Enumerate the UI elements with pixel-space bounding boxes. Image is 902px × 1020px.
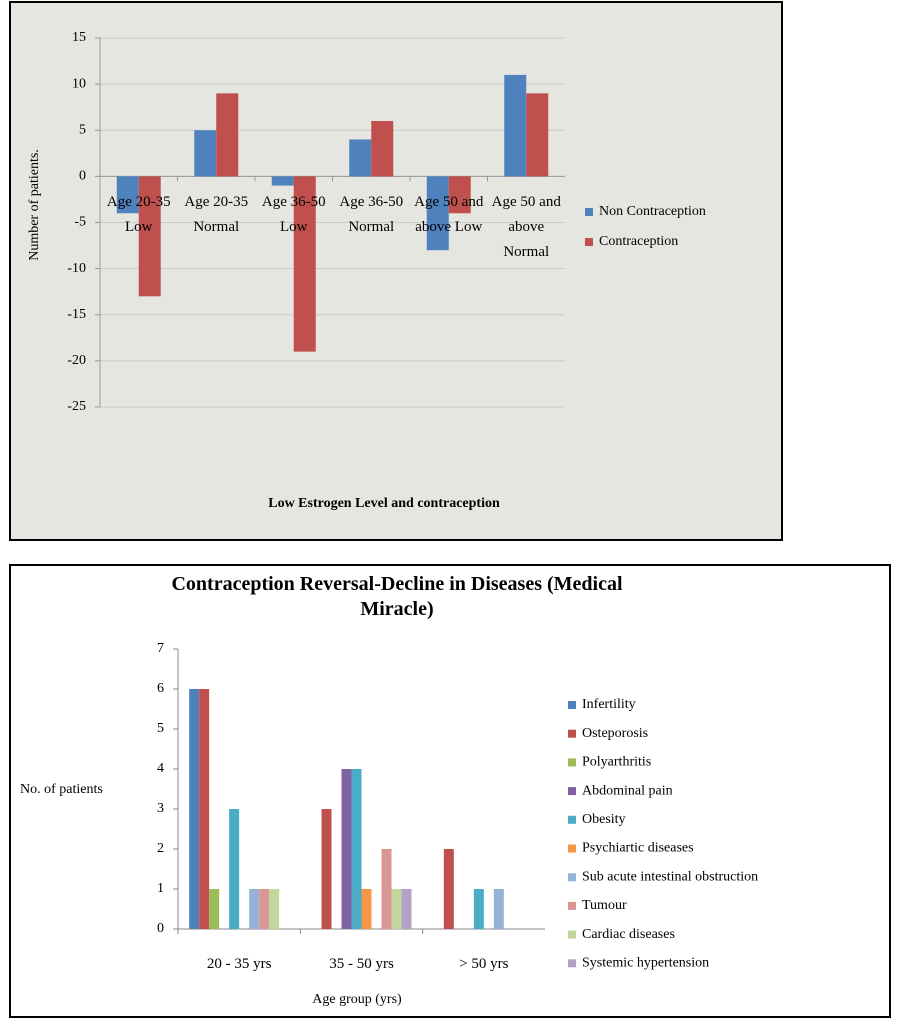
- y-tick-label: 10: [72, 76, 86, 91]
- y-tick-label: 2: [157, 841, 164, 856]
- bar: [229, 809, 240, 929]
- y-tick-label: -20: [67, 353, 86, 368]
- chart-frame: [9, 564, 891, 1018]
- x-tick-label: 35 - 50 yrs: [329, 956, 394, 972]
- bar: [401, 889, 412, 929]
- bar: [391, 889, 402, 929]
- bar: [249, 889, 260, 929]
- x-tick-label: > 50 yrs: [459, 956, 509, 972]
- legend-label: Non Contraception: [599, 204, 706, 219]
- bar: [209, 889, 220, 929]
- y-axis-label: No. of patients: [20, 782, 103, 797]
- chart-frame: [9, 1, 783, 541]
- y-tick-label: -5: [74, 215, 86, 230]
- legend-swatch: [568, 873, 576, 882]
- legend-label: Abdominal pain: [582, 783, 673, 798]
- legend-swatch: [568, 815, 576, 824]
- legend-label: Infertility: [582, 697, 636, 712]
- bar: [138, 176, 161, 297]
- legend-swatch: [568, 844, 576, 853]
- legend-swatch: [568, 701, 576, 709]
- legend-swatch: [585, 208, 593, 216]
- x-tick-label: Age 50 and above Low: [414, 194, 484, 235]
- x-tick-label: 20 - 35 yrs: [206, 956, 272, 972]
- y-tick-label: 4: [157, 761, 164, 776]
- bar: [381, 849, 392, 929]
- y-tick-label: 0: [157, 921, 164, 936]
- legend-swatch: [568, 758, 576, 767]
- bar: [269, 889, 280, 929]
- y-axis-label: Number of patients.: [27, 149, 42, 261]
- legend-label: Cardiac diseases: [582, 927, 675, 942]
- legend-label: Osteporosis: [582, 726, 648, 741]
- legend-label: Polyarthritis: [582, 755, 651, 770]
- y-tick-label: 6: [157, 681, 164, 696]
- y-tick-label: 7: [157, 641, 164, 656]
- bar: [473, 889, 484, 929]
- y-tick-label: 5: [79, 122, 86, 137]
- bar: [216, 93, 239, 177]
- legend-swatch: [568, 901, 576, 910]
- bar: [189, 689, 200, 929]
- legend-swatch: [568, 729, 576, 738]
- legend-swatch: [568, 959, 576, 968]
- y-tick-label: -15: [67, 307, 86, 322]
- y-tick-label: 0: [79, 169, 86, 184]
- bar: [199, 689, 210, 929]
- chart-title: Contraception Reversal-Decline in Diseas…: [171, 573, 623, 620]
- y-tick-label: 1: [157, 881, 164, 896]
- legend-label: Tumour: [582, 898, 627, 913]
- bar: [321, 809, 332, 929]
- legend-label: Systemic hypertension: [582, 956, 709, 971]
- legend-label: Contraception: [599, 234, 678, 249]
- bar: [526, 93, 549, 177]
- legend-swatch: [568, 787, 576, 796]
- bar: [371, 121, 394, 177]
- y-tick-label: 3: [157, 801, 164, 816]
- bar: [341, 769, 352, 929]
- y-tick-label: 15: [72, 30, 86, 45]
- bar: [349, 139, 372, 177]
- legend-label: Psychiartic diseases: [582, 841, 694, 856]
- x-axis-label: Age group (yrs): [312, 992, 402, 1007]
- bar: [504, 74, 527, 177]
- bar: [259, 889, 270, 929]
- x-tick-label: Age 50 and above Normal: [491, 194, 561, 260]
- y-tick-label: -25: [67, 399, 86, 414]
- bar: [293, 176, 316, 352]
- bar: [271, 176, 294, 186]
- bar: [426, 176, 449, 251]
- y-tick-label: -10: [67, 261, 86, 276]
- bar: [493, 889, 504, 929]
- legend-swatch: [585, 238, 593, 246]
- bar: [361, 889, 372, 929]
- x-tick-label: Age 20-35 Normal: [184, 194, 249, 235]
- legend-label: Sub acute intestinal obstruction: [582, 869, 758, 884]
- x-tick-label: Age 20-35 Low: [106, 194, 171, 235]
- legend-label: Obesity: [582, 812, 626, 827]
- bar: [351, 769, 362, 929]
- legend-swatch: [568, 930, 576, 939]
- y-tick-label: 5: [157, 721, 164, 736]
- chart-title: Low Estrogen Level and contraception: [268, 496, 500, 511]
- bar: [448, 176, 471, 214]
- bar: [194, 130, 217, 177]
- bar: [116, 176, 139, 214]
- bar: [443, 849, 454, 929]
- x-tick-label: Age 36-50 Low: [261, 194, 326, 235]
- x-tick-label: Age 36-50 Normal: [339, 194, 404, 235]
